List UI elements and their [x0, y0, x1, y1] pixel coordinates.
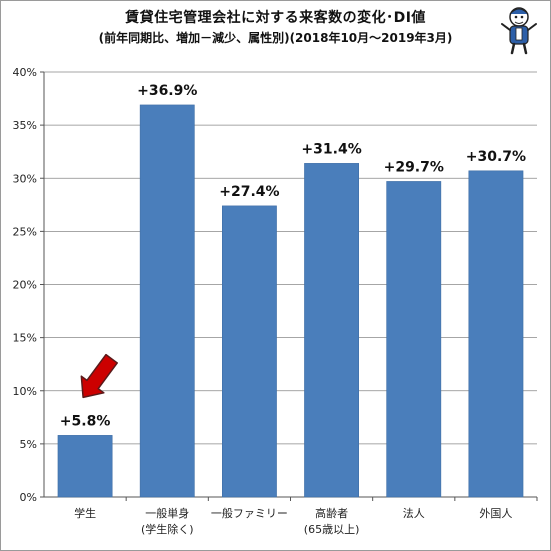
- x-tick-label: (65歳以上): [304, 523, 360, 536]
- x-tick-label: 外国人: [479, 507, 512, 520]
- y-tick-label: 5%: [20, 438, 37, 451]
- data-labels: +5.8% +36.9% +27.4% +31.4% +29.7% +30.7%: [60, 83, 526, 429]
- bar: [386, 181, 442, 498]
- bar: [57, 435, 113, 498]
- chart-title: 賃貸住宅管理会社に対する来客数の変化･DI値: [125, 10, 426, 26]
- data-label: +30.7%: [466, 149, 526, 165]
- y-tick-label: 35%: [13, 119, 37, 132]
- x-tick-label: 法人: [403, 506, 425, 520]
- bar: [468, 170, 524, 498]
- bar: [222, 205, 277, 498]
- y-tick-label: 25%: [13, 225, 37, 238]
- y-tick-label: 10%: [13, 385, 37, 398]
- tick-labels: 0% 5% 10% 15% 20% 25% 30% 35% 40% 学生 一般単身 (学生除く) 一般フ…: [13, 66, 513, 536]
- y-tick-label: 0%: [20, 491, 37, 504]
- axes: [40, 71, 538, 501]
- mascot-icon: [501, 7, 537, 55]
- x-tick-label: (学生除く): [141, 522, 194, 536]
- red-arrow-shape: [80, 353, 118, 399]
- x-tick-label: 一般単身: [145, 506, 189, 520]
- x-tick-label: 学生: [74, 506, 96, 520]
- y-tick-label: 30%: [13, 172, 37, 185]
- annotations: [80, 353, 118, 399]
- chart-title-block: 賃貸住宅管理会社に対する来客数の変化･DI値 (前年同期比、増加－減少、属性別)…: [0, 8, 551, 48]
- y-tick-label: 20%: [13, 279, 37, 292]
- data-label: +5.8%: [60, 413, 111, 429]
- data-label: +29.7%: [384, 159, 444, 175]
- y-tick-label: 40%: [13, 66, 37, 79]
- x-tick-label: 高齢者: [315, 506, 348, 520]
- bars: [57, 104, 524, 498]
- chart-subtitle: (前年同期比、増加－減少、属性別)(2018年10月～2019年3月): [98, 31, 453, 45]
- red-arrow-icon: [80, 353, 118, 399]
- y-tick-label: 15%: [13, 332, 37, 345]
- x-tick-label: 一般ファミリー: [211, 507, 288, 520]
- data-label: +27.4%: [219, 184, 279, 200]
- gridlines: [44, 71, 537, 445]
- bar: [304, 163, 359, 498]
- data-label: +31.4%: [301, 141, 361, 157]
- data-label: +36.9%: [137, 83, 197, 99]
- bar: [139, 104, 195, 498]
